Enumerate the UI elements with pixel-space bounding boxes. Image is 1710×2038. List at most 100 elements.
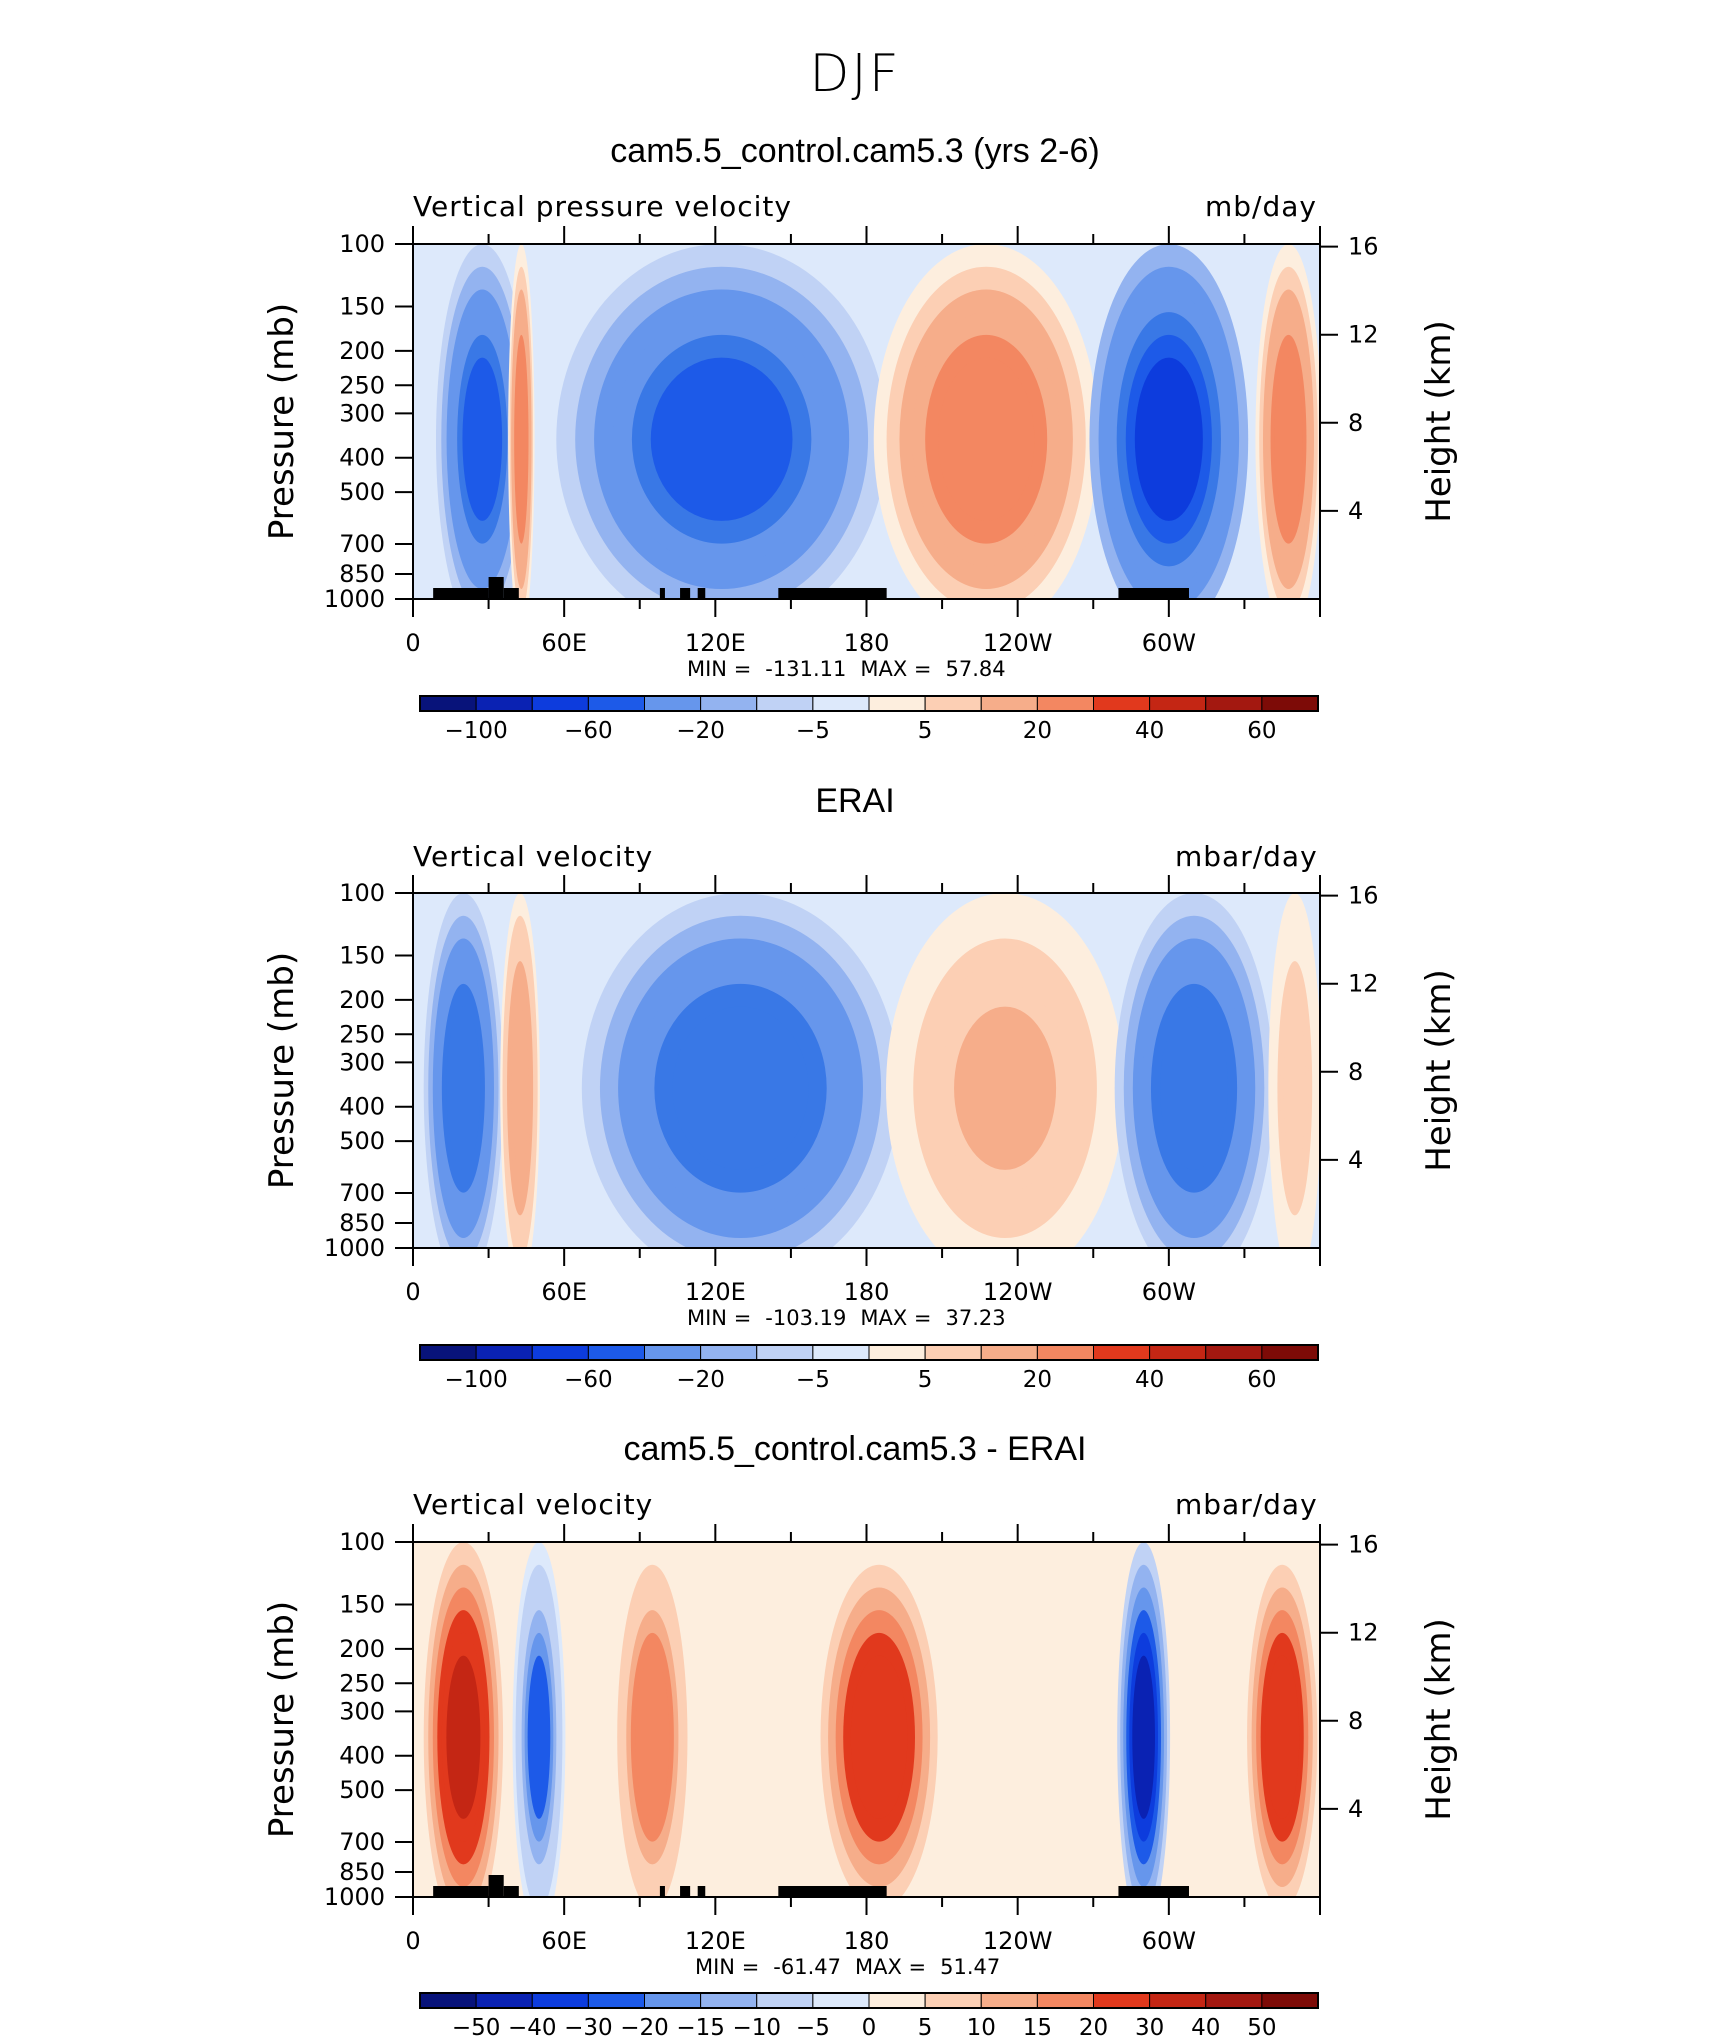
contour-region xyxy=(612,1542,693,1897)
y-tick-label: 850 xyxy=(339,1209,385,1237)
colorbar-swatch xyxy=(980,1992,1038,2009)
min-value: -61.47 xyxy=(773,1955,841,1979)
y-tick-label: 300 xyxy=(339,1048,385,1076)
contour-region xyxy=(1150,983,1238,1193)
topography-mask xyxy=(697,1886,706,1897)
contour-region xyxy=(1117,1542,1171,1897)
colorbar-label: −15 xyxy=(676,2015,725,2038)
contour-region xyxy=(509,983,531,1193)
colorbar-swatch xyxy=(1036,1992,1094,2009)
colorbar-label: −50 xyxy=(452,2015,501,2038)
variable-label: Vertical pressure velocity xyxy=(413,190,792,223)
colorbar-label: −5 xyxy=(796,1367,830,1393)
colorbar-swatch xyxy=(1205,1992,1263,2009)
colorbar-swatch xyxy=(1261,1992,1319,2009)
contour-region xyxy=(1268,893,1320,1248)
colorbar-label: 10 xyxy=(967,2015,996,2038)
colorbar-swatch xyxy=(587,1992,645,2009)
contour-region xyxy=(926,961,1084,1216)
colorbar-frame xyxy=(419,1992,1319,2009)
contour-region xyxy=(428,915,499,1248)
contour-region xyxy=(512,1542,566,1897)
max-label: MAX = xyxy=(855,1955,927,1979)
y2-axis-title: Height (km) xyxy=(1419,1618,1459,1821)
contour-region xyxy=(504,938,536,1239)
y-tick-label: 500 xyxy=(339,1776,385,1804)
contour-region xyxy=(1123,1587,1165,1888)
y-tick-label: 150 xyxy=(339,942,385,970)
contour-region xyxy=(507,961,534,1216)
min-label: MIN = xyxy=(695,1955,760,1979)
colorbar-label: 0 xyxy=(862,2015,877,2038)
y-tick-label: 100 xyxy=(339,1528,385,1556)
colorbar-swatch xyxy=(1261,1344,1319,1361)
main-title: DJF xyxy=(809,44,901,104)
variable-label: Vertical velocity xyxy=(413,1488,654,1521)
contour-region xyxy=(524,1632,554,1842)
max-label: MAX = xyxy=(860,657,932,681)
x-tick-label: 120W xyxy=(983,1927,1053,1955)
x-tick-label: 60W xyxy=(1142,1927,1196,1955)
colorbar-swatch xyxy=(531,1992,589,2009)
colorbar-3: −50 −40 −30 −20 −15 −10 −5 0 5 10 15 20 30 40 50 xyxy=(419,1992,1319,2038)
min-value: -103.19 xyxy=(765,1306,847,1330)
x-tick-label: 120W xyxy=(983,1278,1053,1306)
contour-region xyxy=(954,1006,1057,1170)
colorbar-label: 5 xyxy=(918,1367,933,1393)
min-label: MIN = xyxy=(687,657,752,681)
contour-region xyxy=(672,1006,809,1170)
colorbar-label: 40 xyxy=(1135,1367,1164,1393)
contour-region xyxy=(940,983,1070,1193)
min-max-stats: MIN = -131.11 MAX = 57.84 xyxy=(687,657,1020,681)
y-tick-label: 400 xyxy=(339,1742,385,1770)
contour-region xyxy=(1132,1655,1155,1819)
colorbar-swatch xyxy=(924,1992,982,2009)
units-label: mbar/day xyxy=(1175,1488,1318,1521)
colorbar-swatch xyxy=(531,1344,589,1361)
colorbar-swatch xyxy=(812,1344,870,1361)
y-tick-label: 1000 xyxy=(324,1234,385,1262)
contour-region xyxy=(621,1587,683,1888)
contour-region xyxy=(654,983,827,1193)
y-tick-label: 200 xyxy=(339,986,385,1014)
colorbar-swatch xyxy=(868,1344,926,1361)
topography-mask xyxy=(778,1886,887,1897)
contour-region xyxy=(820,1564,938,1897)
max-label: MAX = xyxy=(860,1306,932,1330)
contour-region xyxy=(1123,915,1265,1248)
colorbar-label: 60 xyxy=(1247,1367,1276,1393)
y-tick-label: 500 xyxy=(339,1127,385,1155)
colorbar-swatch xyxy=(587,1344,645,1361)
x-tick-label: 180 xyxy=(844,1278,890,1306)
contour-region xyxy=(899,915,1111,1248)
colorbar-swatch xyxy=(700,1344,758,1361)
contour-region xyxy=(1247,1564,1318,1897)
colorbar-swatch xyxy=(475,1992,533,2009)
panel-title: ERAI xyxy=(815,782,895,820)
y-tick-label: 700 xyxy=(339,1828,385,1856)
min-max-stats: MIN = -61.47 MAX = 51.47 xyxy=(695,1955,1014,1979)
contour-region xyxy=(835,1610,923,1865)
contour-region xyxy=(850,1655,908,1819)
colorbar-label: −20 xyxy=(620,2015,669,2038)
contour-region xyxy=(1256,1610,1309,1865)
colorbar-swatch xyxy=(1093,1344,1151,1361)
contour-region xyxy=(437,961,490,1216)
colorbar-label: 40 xyxy=(1191,2015,1220,2038)
plot-background xyxy=(413,893,1320,1248)
variable-label: Vertical velocity xyxy=(413,840,654,873)
contour-region xyxy=(518,1587,560,1888)
contour-region xyxy=(500,893,540,1248)
contour-region xyxy=(511,1006,529,1170)
colorbar-swatch xyxy=(868,1992,926,2009)
contour-region xyxy=(1132,938,1256,1239)
contour-region xyxy=(423,1542,504,1897)
colorbar-swatch xyxy=(644,1344,702,1361)
x-tick-label: 120E xyxy=(685,1927,746,1955)
colorbar-swatch xyxy=(980,1344,1038,1361)
colorbar-label: −10 xyxy=(732,2015,781,2038)
y-tick-label: 300 xyxy=(339,1697,385,1725)
y-tick-label: 250 xyxy=(339,1020,385,1048)
colorbar-label: 30 xyxy=(1135,2015,1164,2038)
contour-fills xyxy=(423,893,1320,1248)
